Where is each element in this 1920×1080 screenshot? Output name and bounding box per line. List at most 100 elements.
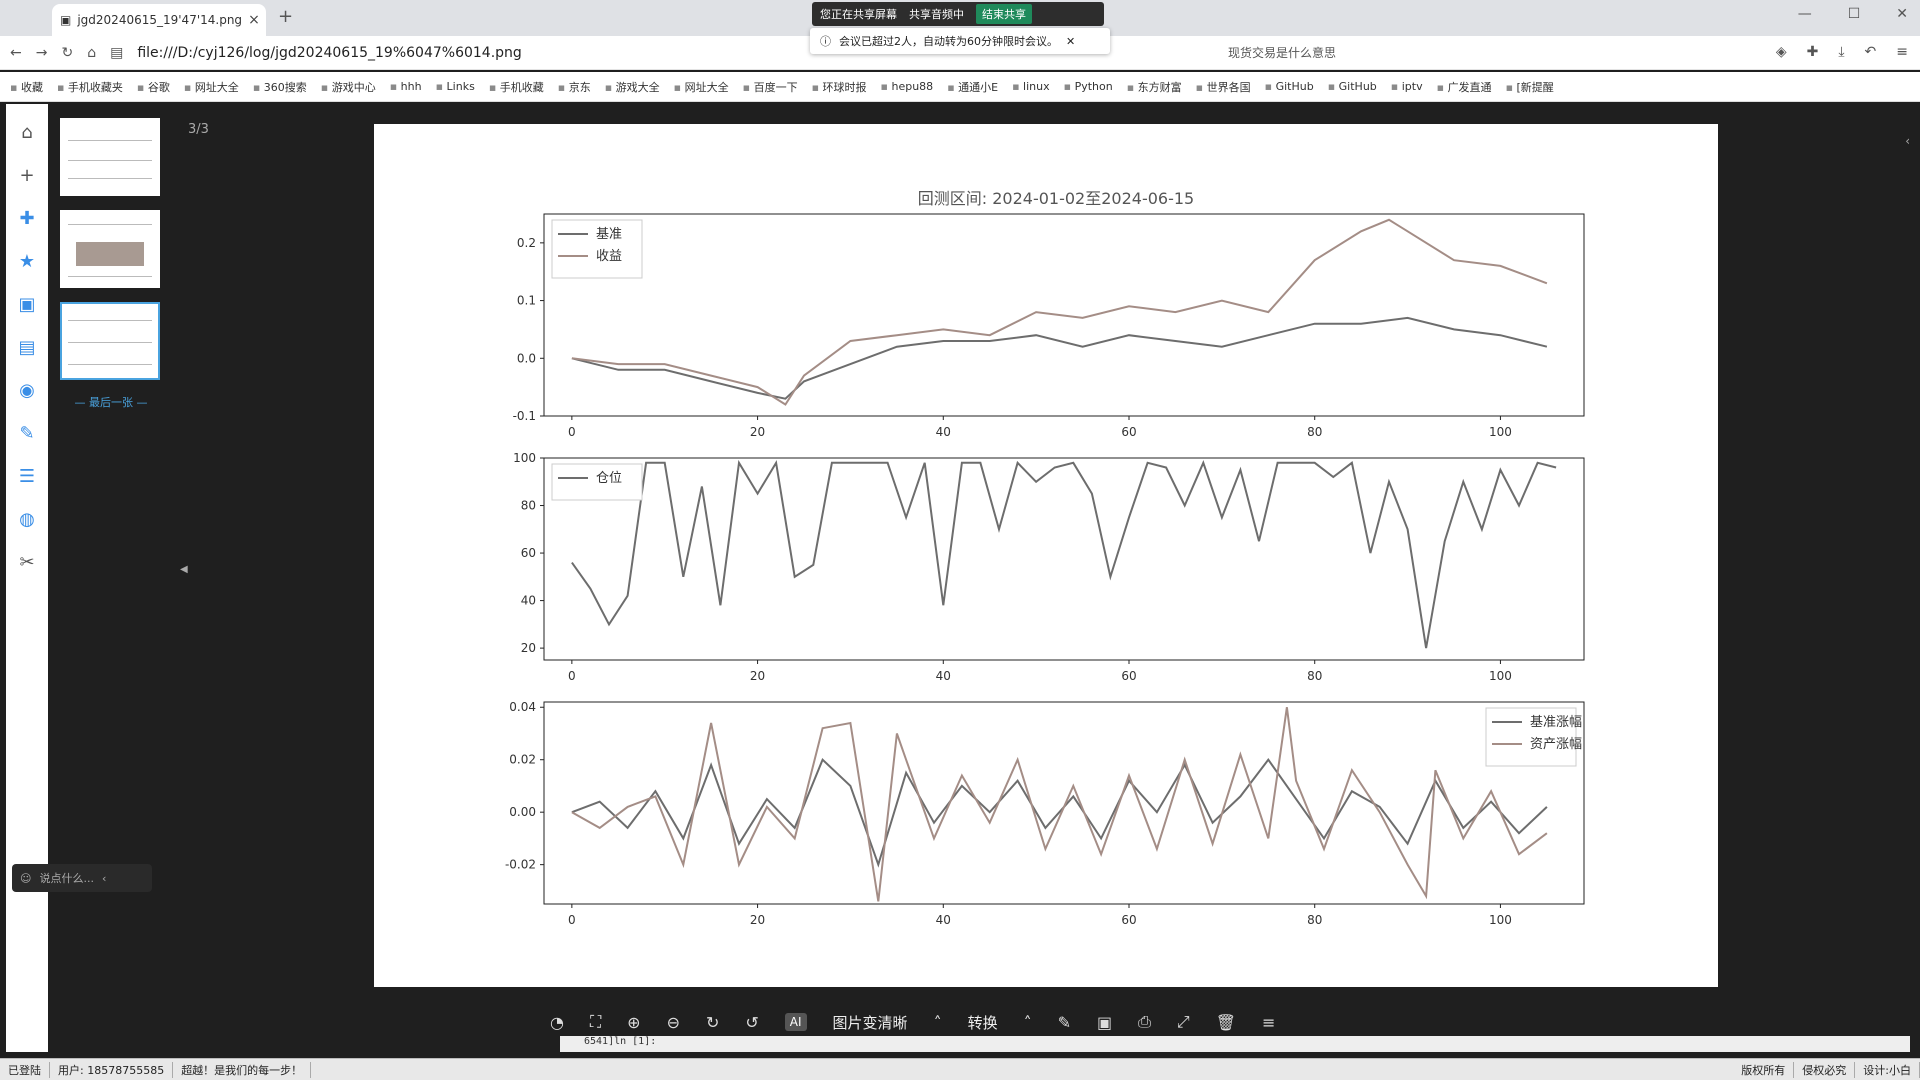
zoom-in-icon[interactable]: ⊕ (627, 1012, 641, 1032)
browser-tab[interactable]: ▣ jgd20240615_19'47'14.png × (52, 4, 266, 36)
bookmark-item[interactable]: 广发直通 (1437, 79, 1492, 95)
x-tick-label: 60 (1121, 913, 1136, 927)
maximize-icon[interactable]: ☐ (1847, 6, 1861, 22)
bookmark-item[interactable]: linux (1012, 80, 1050, 93)
bookmark-item[interactable]: 谷歌 (137, 79, 170, 95)
collapse-left-icon[interactable]: ◀ (180, 564, 188, 575)
bookmark-item[interactable]: 360搜索 (253, 79, 307, 95)
lock-icon: ▤ (110, 44, 124, 61)
bookmark-item[interactable]: 通通小E (947, 79, 998, 95)
chat-ai-icon[interactable]: ◉ (19, 380, 35, 401)
axes-frame (543, 213, 1585, 417)
doc-ai-icon[interactable]: ☰ (18, 466, 36, 487)
edit-ai-icon[interactable]: ✎ (19, 423, 35, 444)
bookmark-item[interactable]: 网址大全 (674, 79, 729, 95)
menu-icon[interactable]: ≡ (1896, 44, 1908, 60)
bookmark-item[interactable]: 手机收藏 (489, 79, 544, 95)
new-tab-button[interactable]: + (278, 6, 294, 27)
bookmark-item[interactable]: 收藏 (10, 79, 43, 95)
expand-right-icon[interactable]: ‹ (1905, 134, 1910, 148)
image-ai-icon[interactable]: ▣ (18, 294, 36, 315)
pdf-ai-icon[interactable]: ▤ (18, 337, 36, 358)
thumbnail-1[interactable] (60, 118, 160, 196)
convert-button[interactable]: 转换 (967, 1013, 998, 1032)
rotate-left-icon[interactable]: ↺ (745, 1012, 759, 1032)
thumbnail-3[interactable] (60, 302, 160, 380)
pointer-icon[interactable]: ◔ (550, 1012, 564, 1032)
bookmark-item[interactable]: 游戏大全 (605, 79, 660, 95)
bookmark-item[interactable]: hhh (390, 80, 422, 93)
tab-bar: ▣ jgd20240615_19'47'14.png × + 您正在共享屏幕 共… (0, 0, 1920, 36)
bookmark-item[interactable]: [新提醒 (1506, 79, 1554, 95)
home-icon[interactable]: ⌂ (21, 122, 33, 143)
search-box[interactable]: 现货交易是什么意思 (1228, 46, 1337, 60)
x-tick-label: 60 (1121, 669, 1136, 683)
y-tick-label: 0.02 (509, 753, 536, 767)
backtest-chart: 回测区间: 2024-01-02至2024-06-15 0.2 0.1 0.0 -0.1… (505, 189, 1585, 927)
x-tick-label: 100 (1489, 425, 1512, 439)
enhance-button[interactable]: 图片变清晰 (832, 1013, 908, 1032)
bookmark-item[interactable]: 世界各国 (1196, 79, 1251, 95)
x-tick-label: 80 (1307, 669, 1322, 683)
y-tick-label: 0.1 (517, 294, 536, 308)
thumbnail-list: — 最后一张 — (56, 114, 166, 410)
delete-icon[interactable]: 🗑 (1215, 1012, 1237, 1032)
star-icon[interactable]: ★ (18, 251, 36, 272)
bookmark-item[interactable]: GitHub (1265, 80, 1314, 93)
user-status: 用户: 18578755585 (50, 1061, 174, 1078)
ai-tool-icon[interactable]: ✚ (19, 208, 35, 229)
designer: 设计:小白 (1855, 1061, 1920, 1078)
edit-image-icon[interactable]: ✎ (1057, 1012, 1071, 1032)
download-icon[interactable]: ⤓ (1838, 44, 1845, 60)
rotate-right-icon[interactable]: ↻ (705, 1012, 720, 1032)
chevron-up-icon[interactable]: ˄ (1023, 1012, 1032, 1032)
bookmark-item[interactable]: hepu88 (881, 80, 933, 93)
meeting-notice-text: 会议已超过2人，自动转为60分钟限时会议。 (839, 35, 1058, 48)
bookmark-item[interactable]: GitHub (1328, 80, 1377, 93)
add-icon[interactable]: + (19, 165, 35, 186)
more-menu-icon[interactable]: ≡ (1262, 1012, 1276, 1032)
bookmark-item[interactable]: 手机收藏夹 (57, 79, 123, 95)
url-field[interactable]: file:///D:/cyj126/log/jgd20240615_19%604… (137, 44, 522, 61)
chevron-up-icon[interactable]: ˄ (933, 1012, 942, 1032)
bookmark-item[interactable]: 京东 (558, 79, 591, 95)
thumbnail-2[interactable] (60, 210, 160, 288)
notice-close-icon[interactable]: ✕ (1066, 34, 1076, 48)
translate-icon[interactable]: ◍ (19, 509, 35, 530)
chevron-left-icon[interactable]: ‹ (101, 871, 107, 885)
end-share-button[interactable]: 结束共享 (976, 4, 1032, 24)
back-icon[interactable]: ← (10, 44, 22, 61)
bookmark-item[interactable]: 东方财富 (1127, 79, 1182, 95)
ai-button[interactable]: AI (784, 1013, 807, 1031)
minimize-icon[interactable]: — (1797, 6, 1812, 22)
bookmark-item[interactable]: Python (1064, 80, 1113, 93)
image-viewer: ⌂ + ✚ ★ ▣ ▤ ◉ ✎ ☰ ◍ ✂ — 最后一张 — 3/3 ◀ ‹ ☺… (0, 104, 1920, 1052)
bookmark-item[interactable]: 环球时报 (812, 79, 867, 95)
console-strip: 6541]ln [1]: (560, 1036, 1910, 1052)
print-icon[interactable]: ⎙ (1138, 1012, 1151, 1031)
close-window-icon[interactable]: ✕ (1896, 6, 1908, 22)
fit-screen-icon[interactable]: ⛶ (589, 1012, 602, 1031)
zoom-out-icon[interactable]: ⊖ (666, 1012, 680, 1032)
bookmark-item[interactable]: iptv (1391, 80, 1423, 93)
share-audio-button[interactable]: 共享音频中 (909, 8, 964, 21)
bookmark-item[interactable]: 百度一下 (743, 79, 798, 95)
reload-icon[interactable]: ↻ (61, 44, 74, 61)
toolbox-icon[interactable]: ▣ (1096, 1012, 1113, 1032)
bookmark-item[interactable]: Links (436, 80, 475, 93)
forward-icon[interactable]: → (35, 44, 48, 61)
x-tick-label: 40 (936, 913, 951, 927)
chat-input[interactable]: ☺ 说点什么... ‹ (12, 864, 152, 892)
undo-icon[interactable]: ↶ (1864, 44, 1877, 60)
extension-icon[interactable]: ✚ (1806, 44, 1819, 60)
legend-box (551, 463, 643, 501)
shield-icon[interactable]: ◈ (1775, 44, 1787, 60)
bookmark-item[interactable]: 网址大全 (184, 79, 239, 95)
y-tick-label: 0.00 (509, 805, 536, 819)
bookmark-item[interactable]: 游戏中心 (321, 79, 376, 95)
home-icon[interactable]: ⌂ (87, 44, 97, 61)
tab-close-icon[interactable]: × (248, 12, 260, 28)
bookmarks-bar: 收藏手机收藏夹谷歌网址大全360搜索游戏中心hhhLinks手机收藏京东游戏大全… (0, 72, 1920, 102)
fullscreen-icon[interactable]: ⤢ (1176, 1012, 1190, 1031)
scissors-icon[interactable]: ✂ (19, 552, 35, 573)
